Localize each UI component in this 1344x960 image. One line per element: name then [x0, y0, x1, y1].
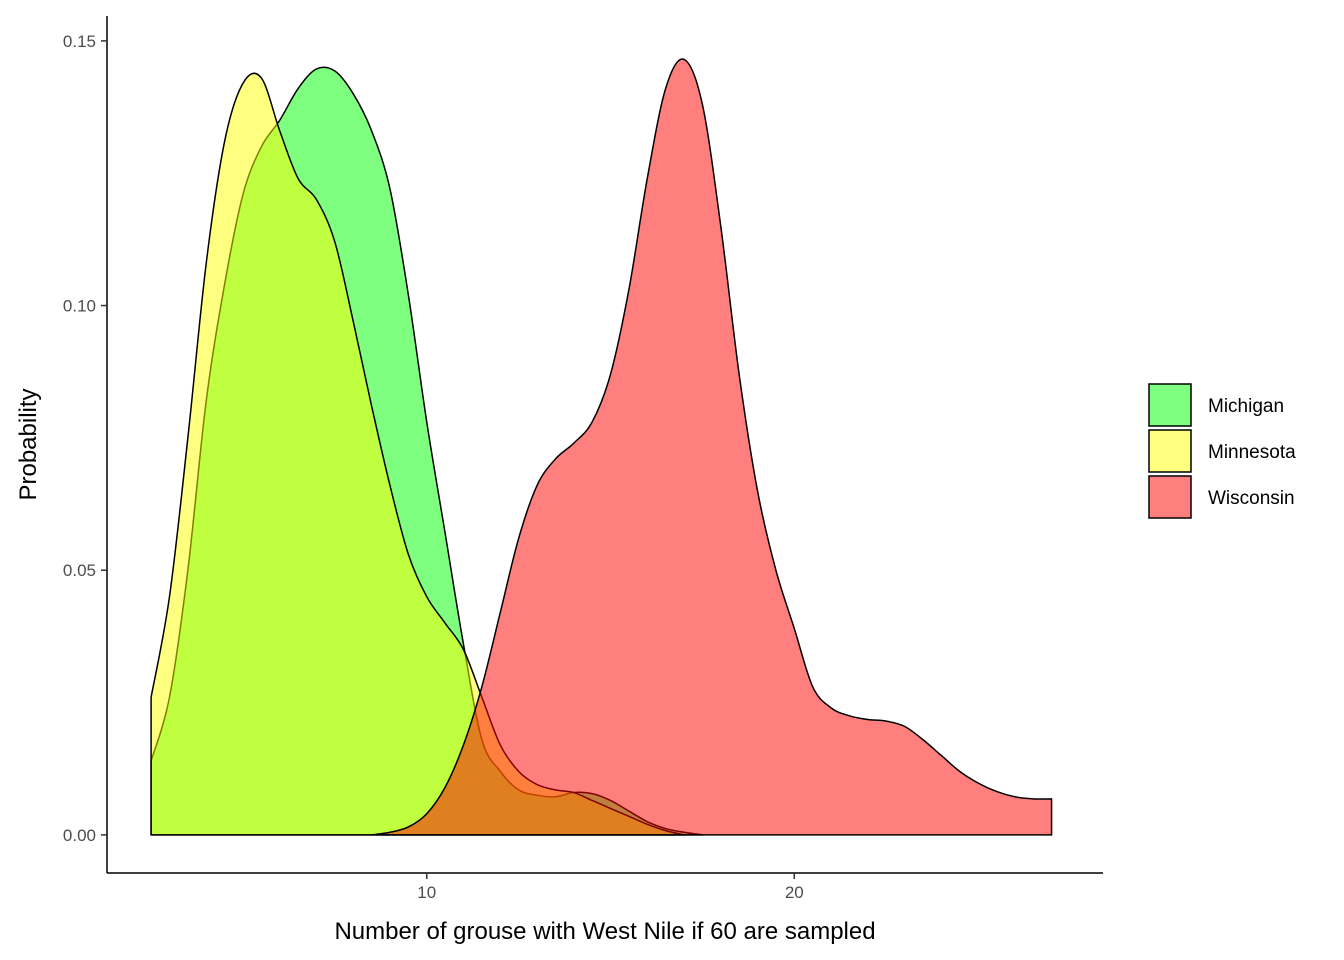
legend-label-wisconsin: Wisconsin [1208, 488, 1295, 509]
legend-key-michigan [1148, 383, 1192, 427]
y-tick-label: 0.05 [63, 561, 96, 580]
legend-key-minnesota [1148, 429, 1192, 473]
density-area-wisconsin [370, 58, 1053, 836]
plot-area [150, 58, 1053, 836]
x-tick-label: 20 [785, 883, 804, 902]
legend-key-wisconsin [1148, 475, 1192, 519]
y-tick-label: 0.00 [63, 826, 96, 845]
legend: Michigan Minnesota Wisconsin [1148, 383, 1296, 519]
legend-label-minnesota: Minnesota [1208, 442, 1296, 463]
legend-label-michigan: Michigan [1208, 396, 1284, 417]
y-axis-title: Probability [15, 388, 42, 500]
x-tick-label: 10 [417, 883, 436, 902]
y-tick-label: 0.10 [63, 297, 96, 316]
x-axis-title: Number of grouse with West Nile if 60 ar… [334, 918, 875, 945]
y-tick-label: 0.15 [63, 32, 96, 51]
axis-ticks: 0.00 0.05 0.10 0.15 10 20 [63, 32, 804, 902]
